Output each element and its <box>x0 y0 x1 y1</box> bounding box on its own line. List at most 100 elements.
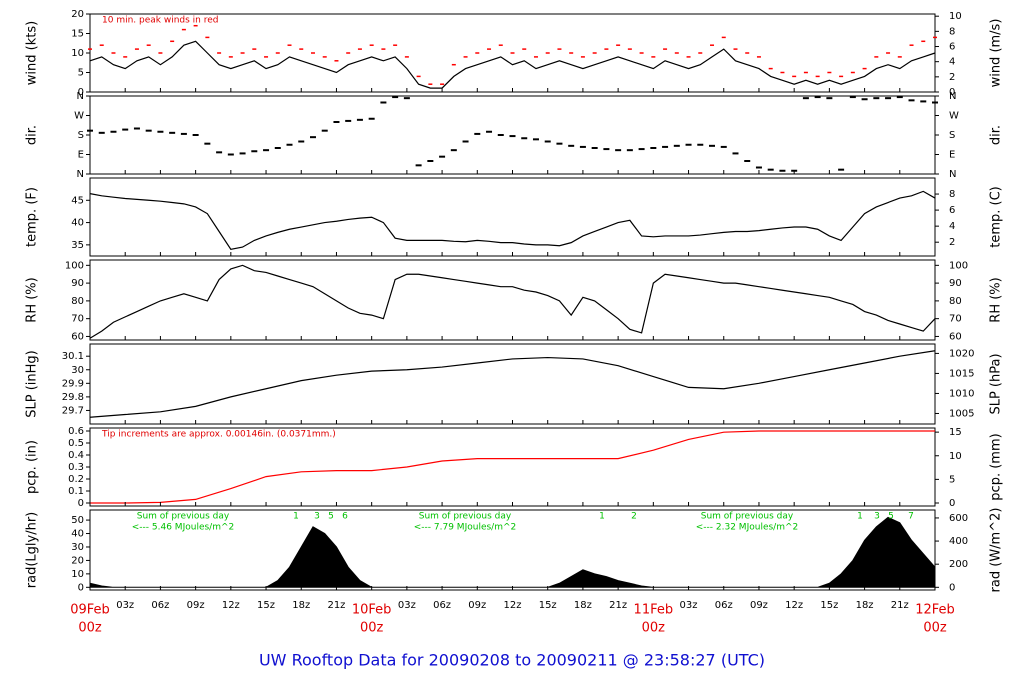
y2-axis-label: temp. (C) <box>989 186 1004 248</box>
y2-tick-label: E <box>949 150 955 161</box>
y-tick-label: 45 <box>71 195 84 206</box>
panel-frame <box>89 259 936 341</box>
y2-tick-label: 10 <box>949 11 962 22</box>
data-line <box>89 264 936 339</box>
data-line <box>90 430 935 504</box>
radiation-note: Sum of previous day <box>419 512 512 522</box>
x-tick-label: 09z <box>187 600 205 611</box>
x-date-label: 12Feb <box>915 603 955 618</box>
y-tick-label: S <box>78 130 84 141</box>
data-line <box>89 40 936 89</box>
x-tick-label: 21z <box>327 600 345 611</box>
y2-tick-label: 5 <box>949 474 955 485</box>
y-tick-label: 30 <box>71 542 84 553</box>
y-tick-label: 50 <box>71 515 84 526</box>
y2-tick-label: 4 <box>949 221 955 232</box>
y-tick-label: W <box>74 111 84 122</box>
y2-axis-label: RH (%) <box>989 277 1004 322</box>
radiation-note: 5 <box>328 512 334 522</box>
panel-frame <box>89 95 936 175</box>
y-tick-label: 80 <box>71 296 84 307</box>
y-tick-label: 15 <box>71 29 84 40</box>
radiation-note: 1 <box>857 512 863 522</box>
annotation: 10 min. peak winds in red <box>102 16 219 26</box>
x-tick-label: 09z <box>750 600 768 611</box>
y-tick-label: 29.8 <box>62 392 84 403</box>
radiation-note: Sum of previous day <box>701 512 794 522</box>
y-tick-label: 5 <box>78 68 84 79</box>
y-tick-label: 20 <box>71 555 84 566</box>
y2-tick-label: 100 <box>949 260 968 271</box>
x-tick-label: 00z <box>360 621 384 636</box>
y2-tick-label: 1020 <box>949 348 974 359</box>
y-axis-label: SLP (inHg) <box>25 350 40 418</box>
y-tick-label: 0.4 <box>68 450 84 461</box>
x-tick-label: 15z <box>820 600 838 611</box>
y-tick-label: 30.1 <box>62 351 84 362</box>
y-tick-label: 0.3 <box>68 462 84 473</box>
radiation-note: <--- 7.79 MJoules/m^2 <box>414 523 516 533</box>
y2-tick-label: 80 <box>949 296 962 307</box>
y2-tick-label: 15 <box>949 427 962 438</box>
x-tick-label: 09z <box>468 600 486 611</box>
x-tick-label: 21z <box>609 600 627 611</box>
y2-tick-label: W <box>949 111 959 122</box>
y-tick-label: 0.1 <box>68 486 84 497</box>
y-tick-label: 29.7 <box>62 405 84 416</box>
y2-tick-label: 6 <box>949 205 955 216</box>
y2-axis-label: wind (m/s) <box>989 19 1004 88</box>
y2-tick-label: 0 <box>949 582 955 593</box>
x-tick-label: 12z <box>504 600 522 611</box>
x-tick-label: 06z <box>433 600 451 611</box>
x-tick-label: 15z <box>539 600 557 611</box>
y-tick-label: N <box>77 91 84 102</box>
y-tick-label: 60 <box>71 331 84 342</box>
x-tick-label: 00z <box>923 621 947 636</box>
y2-tick-label: 70 <box>949 314 962 325</box>
y-axis-label: temp. (F) <box>25 187 40 247</box>
y2-tick-label: 600 <box>949 513 968 524</box>
y2-tick-label: 2 <box>949 237 955 248</box>
y-axis-label: RH (%) <box>25 277 40 322</box>
x-tick-label: 06z <box>715 600 733 611</box>
y2-axis-label: pcp. (mm) <box>989 433 1004 500</box>
x-tick-label: 03z <box>680 600 698 611</box>
y2-tick-label: 4 <box>949 57 955 68</box>
panel-frame <box>89 427 936 507</box>
y-axis-label: pcp. (in) <box>25 440 40 494</box>
x-tick-label: 12z <box>222 600 240 611</box>
y-tick-label: 20 <box>71 9 84 20</box>
radiation-note: 3 <box>874 512 880 522</box>
y2-tick-label: 0 <box>949 87 955 98</box>
x-tick-label: 15z <box>257 600 275 611</box>
panel-frame <box>89 343 936 425</box>
y-axis-label: wind (kts) <box>25 21 40 85</box>
radiation-note: <--- 5.46 MJoules/m^2 <box>132 523 234 533</box>
y-tick-label: N <box>77 169 84 180</box>
y-tick-label: 35 <box>71 240 84 251</box>
y-tick-label: 0.2 <box>68 474 84 485</box>
y2-tick-label: 6 <box>949 42 955 53</box>
y2-tick-label: 0 <box>949 498 955 509</box>
panel-frame <box>89 177 936 257</box>
chart-title: UW Rooftop Data for 20090208 to 20090211… <box>259 651 765 670</box>
radiation-note: 3 <box>314 512 320 522</box>
y-tick-label: 100 <box>65 260 84 271</box>
y2-tick-label: 1005 <box>949 408 974 419</box>
y-tick-label: 0 <box>78 498 84 509</box>
y-tick-label: 0.5 <box>68 438 84 449</box>
x-tick-label: 18z <box>856 600 874 611</box>
radiation-area <box>89 516 936 588</box>
y-tick-label: 0 <box>78 87 84 98</box>
y2-tick-label: 8 <box>949 26 955 37</box>
y-tick-label: 0.6 <box>68 426 84 437</box>
radiation-note: 7 <box>908 512 914 522</box>
y2-tick-label: 8 <box>949 189 955 200</box>
y2-axis-label: rad (W/m^2) <box>989 508 1004 593</box>
y-tick-label: 29.9 <box>62 378 84 389</box>
radiation-note: 6 <box>342 512 348 522</box>
y-tick-label: 40 <box>71 218 84 229</box>
x-tick-label: 18z <box>574 600 592 611</box>
data-line <box>89 350 936 418</box>
